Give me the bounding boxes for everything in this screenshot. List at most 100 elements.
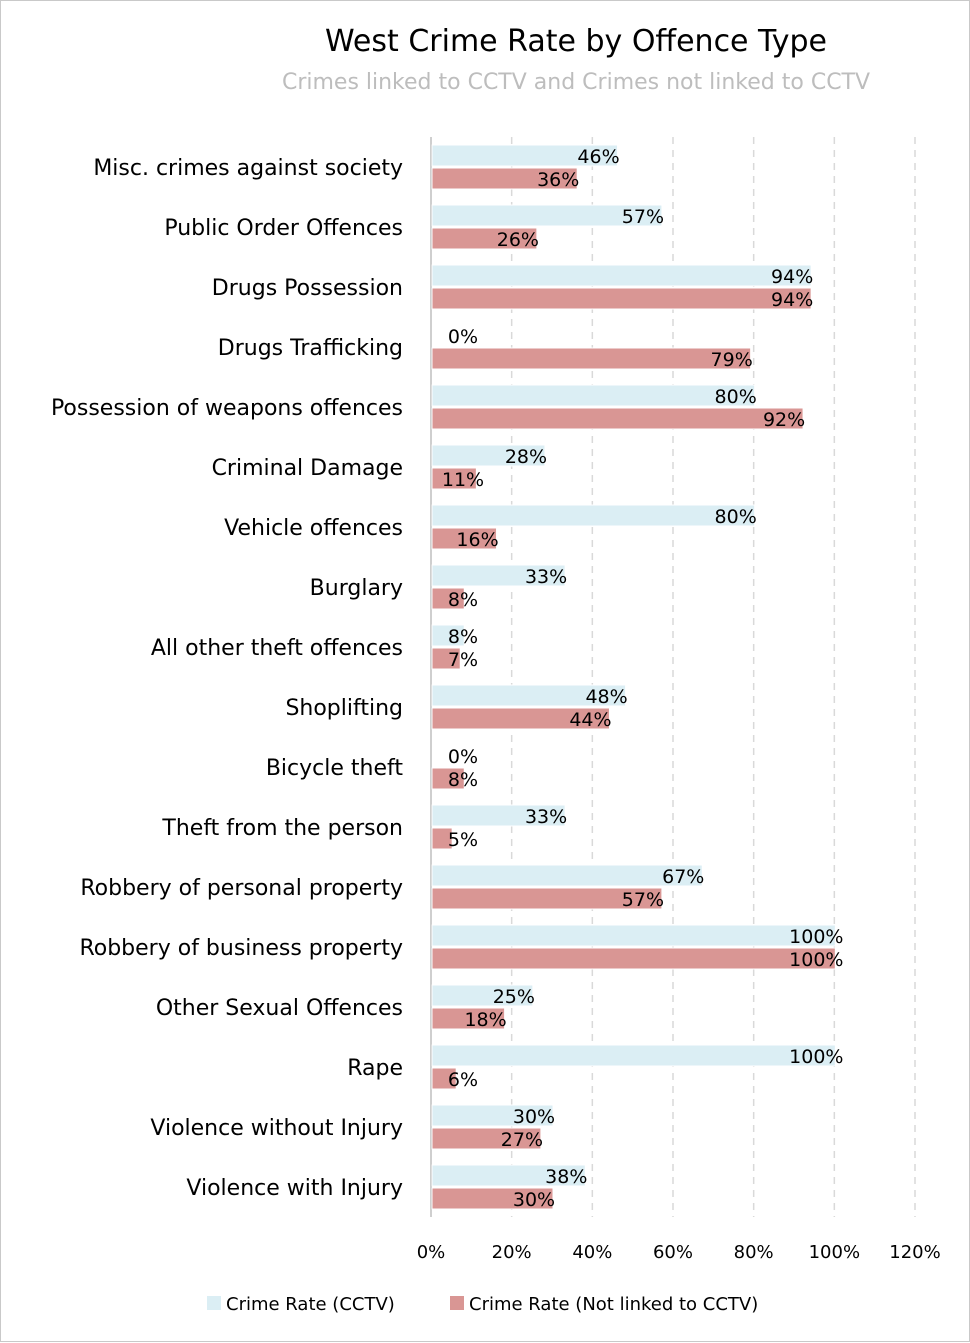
category-label: Burglary: [310, 576, 403, 601]
category-labels: Misc. crimes against society Public Order…: [51, 156, 403, 1201]
bar-not-cctv: [431, 347, 752, 370]
data-label: 100%: [789, 926, 843, 948]
data-label: 18%: [464, 1009, 506, 1031]
category-label: Criminal Damage: [212, 456, 403, 481]
bar-cctv: [431, 384, 756, 407]
data-label: 36%: [537, 169, 579, 191]
data-label: 8%: [448, 589, 478, 611]
bar-not-cctv: [431, 1127, 542, 1150]
bar-not-cctv: [431, 287, 812, 310]
data-label: 28%: [505, 446, 547, 468]
data-label: 94%: [771, 266, 813, 288]
data-label: 0%: [448, 746, 478, 768]
data-label: 94%: [771, 289, 813, 311]
x-tick-label: 80%: [734, 1242, 774, 1263]
x-tick-label: 60%: [653, 1242, 693, 1263]
bar-cctv: [431, 504, 756, 527]
legend-swatch-not-cctv: [450, 1296, 464, 1310]
bar-cctv: [431, 1104, 554, 1127]
bar-not-cctv: [431, 527, 498, 550]
bar-cctv: [431, 564, 566, 587]
data-label: 57%: [622, 889, 664, 911]
bar-cctv: [431, 1164, 586, 1187]
bar-not-cctv: [431, 167, 578, 190]
bar-not-cctv: [431, 707, 610, 730]
data-label: 7%: [448, 649, 478, 671]
data-label: 30%: [513, 1189, 555, 1211]
category-label: Public Order Offences: [164, 216, 403, 241]
data-label: 92%: [763, 409, 805, 431]
data-label: 48%: [585, 686, 627, 708]
data-label: 38%: [545, 1166, 587, 1188]
data-label: 33%: [525, 806, 567, 828]
data-label: 100%: [789, 949, 843, 971]
data-label: 44%: [569, 709, 611, 731]
category-label: Robbery of personal property: [80, 876, 403, 901]
x-tick-label: 20%: [492, 1242, 532, 1263]
bar-not-cctv: [431, 1187, 554, 1210]
bar-not-cctv: [431, 827, 453, 850]
category-label: Misc. crimes against society: [93, 156, 403, 181]
bar-not-cctv: [431, 1067, 457, 1090]
data-label: 57%: [622, 206, 664, 228]
x-tick-label: 120%: [889, 1242, 940, 1263]
data-label: 33%: [525, 566, 567, 588]
bar-not-cctv: [431, 767, 465, 790]
data-label: 8%: [448, 626, 478, 648]
data-label: 11%: [442, 469, 484, 491]
category-label: Robbery of business property: [79, 936, 403, 961]
category-label: Theft from the person: [161, 816, 403, 841]
data-label: 100%: [789, 1046, 843, 1068]
data-label: 8%: [448, 769, 478, 791]
category-label: Violence with Injury: [186, 1176, 403, 1201]
bar-cctv: [431, 684, 627, 707]
category-label: Bicycle theft: [266, 756, 404, 781]
data-label: 80%: [715, 506, 757, 528]
chart-subtitle: Crimes linked to CCTV and Crimes not lin…: [282, 70, 870, 95]
data-label: 0%: [448, 326, 478, 348]
bar-cctv: [431, 204, 663, 227]
chart-title: West Crime Rate by Offence Type: [325, 24, 827, 59]
x-tick-label: 0%: [417, 1242, 446, 1263]
x-axis-ticks: 0% 20% 40% 60% 80% 100% 120%: [417, 1242, 941, 1263]
data-label: 30%: [513, 1106, 555, 1128]
bar-not-cctv: [431, 407, 804, 430]
bar-cctv: [431, 864, 703, 887]
data-label: 26%: [497, 229, 539, 251]
category-label: All other theft offences: [151, 636, 403, 661]
legend-swatch-cctv: [207, 1296, 221, 1310]
bar-not-cctv: [431, 947, 836, 970]
data-label: 16%: [456, 529, 498, 551]
bar-cctv: [431, 984, 534, 1007]
category-label: Shoplifting: [285, 696, 403, 721]
bar-cctv: [431, 264, 812, 287]
bar-cctv: [431, 624, 465, 647]
bar-cctv: [431, 924, 836, 947]
bar-cctv: [431, 1044, 836, 1067]
bar-not-cctv: [431, 587, 465, 610]
bar-not-cctv: [431, 1007, 506, 1030]
data-label: 67%: [662, 866, 704, 888]
bar-not-cctv: [431, 467, 477, 490]
bar-cctv: [431, 804, 566, 827]
data-label: 79%: [711, 349, 753, 371]
gridlines: [430, 137, 916, 1217]
bar-not-cctv: [431, 887, 663, 910]
category-label: Drugs Trafficking: [218, 336, 403, 361]
data-label: 5%: [448, 829, 478, 851]
x-tick-label: 40%: [572, 1242, 612, 1263]
legend-label: Crime Rate (CCTV): [226, 1294, 395, 1315]
category-label: Violence without Injury: [150, 1116, 403, 1141]
category-label: Other Sexual Offences: [156, 996, 403, 1021]
bars: 46%36% 57% 26% 94%94% 0% 79% 80% 92% 28% 11% 80% 16…: [431, 144, 843, 1211]
bar-not-cctv: [431, 647, 461, 670]
data-label: 80%: [715, 386, 757, 408]
category-label: Possession of weapons offences: [51, 396, 403, 421]
legend-label: Crime Rate (Not linked to CCTV): [469, 1294, 758, 1315]
x-tick-label: 100%: [809, 1242, 860, 1263]
data-label: 46%: [577, 146, 619, 168]
data-label: 27%: [501, 1129, 543, 1151]
category-label: Vehicle offences: [224, 516, 403, 541]
